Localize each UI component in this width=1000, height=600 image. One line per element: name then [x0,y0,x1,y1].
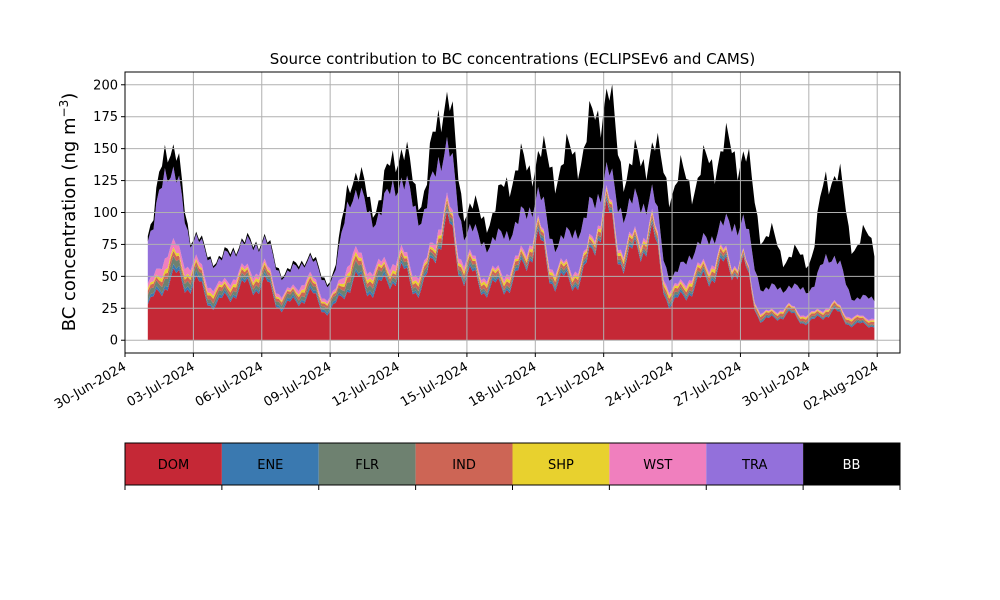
stacked-areas [147,84,875,341]
x-axis-ticks: 30-Jun-202403-Jul-202406-Jul-202409-Jul-… [52,353,881,415]
x-tick-label: 15-Jul-2024 [398,359,471,410]
y-axis-label-exponent: −3 [57,100,71,118]
legend: DOM ENE FLR IND SHP WST TRA BB [124,442,901,490]
x-tick-label: 03-Jul-2024 [125,359,198,410]
y-tick-label: 175 [93,110,118,125]
legend-swatch-wst [609,443,707,485]
legend-label-shp: SHP [548,458,574,473]
y-tick-label: 50 [101,270,118,285]
x-tick-label: 30-Jun-2024 [52,359,129,412]
x-tick-label: 21-Jul-2024 [535,359,608,410]
legend-label-ene: ENE [257,458,283,473]
y-tick-label: 150 [93,142,118,157]
legend-label-wst: WST [643,458,672,473]
legend-label-ind: IND [452,458,476,473]
legend-swatch-ene [221,443,319,485]
y-tick-label: 0 [110,334,118,349]
area-dom [147,199,875,341]
legend-label-dom: DOM [158,458,189,473]
x-tick-label: 18-Jul-2024 [466,359,539,410]
legend-label-bb: BB [843,458,861,473]
legend-swatch-ind [415,443,513,485]
area-bb [147,84,875,302]
legend-swatch-bb [803,443,900,485]
x-tick-label: 06-Jul-2024 [193,359,266,410]
x-tick-label: 09-Jul-2024 [261,359,334,410]
y-tick-label: 75 [101,238,118,253]
legend-swatch-dom [125,443,222,485]
legend-label-tra: TRA [741,458,767,473]
y-axis-label: BC concentration (ng m−3) [57,93,80,332]
legend-swatch-shp [512,443,610,485]
x-tick-label: 27-Jul-2024 [672,359,745,410]
y-axis-label-text: BC concentration (ng m [59,117,80,331]
x-tick-label: 02-Aug-2024 [801,359,881,414]
x-tick-label: 12-Jul-2024 [330,359,403,410]
legend-swatch-tra [706,443,804,485]
y-tick-label: 200 [93,78,118,93]
x-tick-label: 24-Jul-2024 [603,359,676,410]
legend-label-flr: FLR [355,458,379,473]
y-tick-label: 25 [101,302,118,317]
y-tick-label: 125 [93,174,118,189]
y-axis-ticks: 0 25 50 75 100 125 150 175 200 [93,78,125,349]
chart-title: Source contribution to BC concentrations… [270,50,755,68]
y-axis-label-suffix: ) [59,93,80,100]
legend-swatch-flr [318,443,416,485]
y-tick-label: 100 [93,206,118,221]
area-tra [147,136,875,320]
